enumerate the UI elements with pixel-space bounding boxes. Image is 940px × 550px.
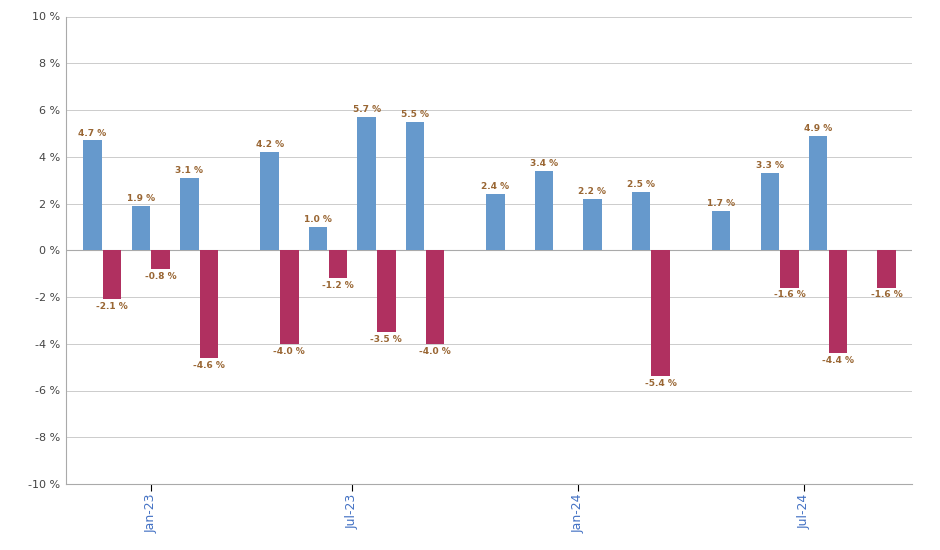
Bar bbox=[651, 250, 670, 377]
Bar bbox=[180, 178, 198, 250]
Bar bbox=[760, 173, 779, 250]
Bar bbox=[809, 136, 827, 250]
Text: 4.7 %: 4.7 % bbox=[78, 129, 106, 138]
Text: 4.9 %: 4.9 % bbox=[804, 124, 833, 133]
Bar bbox=[329, 250, 347, 278]
Text: -4.6 %: -4.6 % bbox=[193, 361, 225, 370]
Text: 5.5 %: 5.5 % bbox=[401, 110, 430, 119]
Text: 3.3 %: 3.3 % bbox=[756, 161, 784, 170]
Text: 4.2 %: 4.2 % bbox=[256, 140, 284, 149]
Text: -1.6 %: -1.6 % bbox=[774, 290, 806, 299]
Text: -0.8 %: -0.8 % bbox=[145, 272, 177, 280]
Text: -3.5 %: -3.5 % bbox=[370, 335, 402, 344]
Text: -5.4 %: -5.4 % bbox=[645, 379, 677, 388]
Text: 1.9 %: 1.9 % bbox=[127, 194, 155, 203]
Bar bbox=[583, 199, 602, 250]
Bar bbox=[377, 250, 396, 332]
Bar bbox=[357, 117, 376, 250]
Bar bbox=[780, 250, 799, 288]
Text: 5.7 %: 5.7 % bbox=[352, 105, 381, 114]
Bar bbox=[132, 206, 150, 250]
Text: -4.0 %: -4.0 % bbox=[419, 346, 450, 355]
Text: 2.2 %: 2.2 % bbox=[578, 187, 606, 196]
Text: 2.5 %: 2.5 % bbox=[627, 180, 655, 189]
Bar bbox=[309, 227, 327, 250]
Bar bbox=[535, 170, 553, 250]
Bar bbox=[406, 122, 425, 250]
Text: -1.2 %: -1.2 % bbox=[321, 281, 353, 290]
Text: -1.6 %: -1.6 % bbox=[870, 290, 902, 299]
Bar bbox=[280, 250, 299, 344]
Text: 1.7 %: 1.7 % bbox=[707, 199, 735, 208]
Text: 3.1 %: 3.1 % bbox=[176, 166, 203, 175]
Bar bbox=[426, 250, 444, 344]
Text: -4.4 %: -4.4 % bbox=[822, 356, 854, 365]
Bar bbox=[83, 140, 102, 250]
Text: 3.4 %: 3.4 % bbox=[530, 159, 558, 168]
Bar bbox=[151, 250, 170, 269]
Bar bbox=[486, 194, 505, 250]
Bar bbox=[260, 152, 279, 250]
Bar bbox=[877, 250, 896, 288]
Text: -2.1 %: -2.1 % bbox=[96, 302, 128, 311]
Text: 1.0 %: 1.0 % bbox=[305, 215, 332, 224]
Text: -4.0 %: -4.0 % bbox=[274, 346, 306, 355]
Text: 2.4 %: 2.4 % bbox=[481, 183, 509, 191]
Bar bbox=[102, 250, 121, 299]
Bar bbox=[632, 192, 650, 250]
Bar bbox=[200, 250, 218, 358]
Bar bbox=[829, 250, 847, 353]
Bar bbox=[712, 211, 730, 250]
